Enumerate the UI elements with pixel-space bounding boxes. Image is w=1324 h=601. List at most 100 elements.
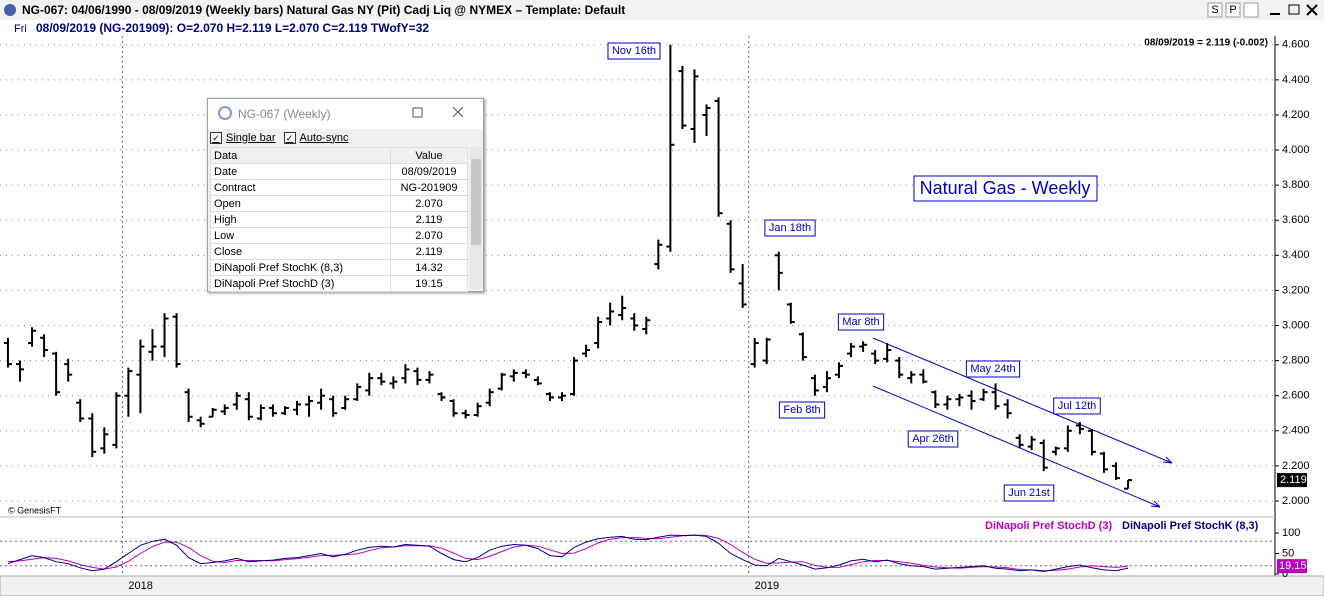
table-row: Close 2.119 [210,243,468,260]
table-cell: 19.15 [390,275,468,292]
y-tick-label: 0 [1282,568,1288,580]
table-cell: 2.070 [390,227,468,244]
x-axis-strip [0,575,1324,597]
checkbox[interactable]: ✓ Auto-sync [283,131,349,144]
table-cell: DiNapoli Pref StochD (3) [210,275,391,292]
table-cell: 14.32 [390,259,468,276]
data-window-title: NG-067 (Weekly) [238,107,331,121]
x-tick-label: 2019 [755,580,779,592]
y-tick-label: 2.400 [1282,425,1310,437]
annotation: Jan 18th [769,222,811,234]
checkbox[interactable]: ✓ Single bar [210,131,276,144]
stoch-line [7,534,1129,573]
last-price-label: 2.119 [1280,474,1307,486]
annotation-box [607,42,661,60]
info-bar [0,20,1324,36]
table-cell: Date [210,163,391,180]
annotation-box [764,219,816,237]
arrow-head [1162,456,1173,464]
y-tick-label: 3.800 [1282,179,1310,191]
column-header: Value [390,147,468,164]
table-row: DiNapoli Pref StochK (8,3) 14.32 [210,259,468,276]
data-table: Data Value Date 08/09/2019 Contract NG-20190… [210,147,468,292]
annotation: Mar 8th [842,316,879,328]
table-row: DiNapoli Pref StochD (3) 19.15 [210,275,468,292]
table-cell: NG-201909 [390,179,468,196]
table-cell: Open [210,195,391,212]
annotation: Jul 12th [1058,400,1097,412]
window-title: NG-067: 04/06/1990 - 08/09/2019 (Weekly … [22,3,625,17]
annotation-box [1003,484,1055,502]
legend-entry: DiNapoli Pref StochK (8,3) [1122,520,1259,532]
annotation: Apr 26th [912,433,954,445]
x-tick-label: 2018 [128,580,152,592]
table-cell: 2.119 [390,243,468,260]
table-cell: 08/09/2019 [390,163,468,180]
stoch-line [7,534,1129,572]
y-tick-label: 3.200 [1282,284,1310,296]
table-cell: High [210,211,391,228]
y-tick-label: 2.600 [1282,390,1310,402]
title-box [913,175,1098,202]
window-buttons[interactable] [411,105,471,125]
info-text: 08/09/2019 (NG-201909): O=2.070 H=2.119 … [36,21,429,35]
option-label[interactable]: Single bar [226,131,276,144]
annotation: Nov 16th [612,45,656,57]
y-tick-label: 4.600 [1282,39,1310,51]
y-tick-label: 4.400 [1282,74,1310,86]
y-tick-label: 50 [1282,547,1294,559]
table-row: High 2.119 [210,211,468,228]
copyright: © GenesisFT [8,505,62,515]
table-cell: Contract [210,179,391,196]
icon [218,106,232,120]
app-icon [4,4,16,16]
table-cell: 2.070 [390,195,468,212]
y-tick-label: 2.200 [1282,460,1310,472]
chart-title: Natural Gas - Weekly [920,178,1091,198]
table-cell: 2.119 [390,211,468,228]
scrollbar[interactable] [470,147,482,289]
data-window[interactable]: NG-067 (Weekly) ✓ Single bar ✓ Auto-sync D… [207,98,484,292]
legend-entry: DiNapoli Pref StochD (3) [985,520,1112,532]
table-cell: DiNapoli Pref StochK (8,3) [210,259,391,276]
y-tick-label: 4.200 [1282,109,1310,121]
trend-line [872,385,1161,508]
y-tick-label: 3.000 [1282,319,1310,331]
last-value-label: 19.15 [1279,560,1307,572]
table-row: Date 08/09/2019 [210,163,468,180]
close-button[interactable] [1306,4,1318,16]
info-day: Fri [14,23,27,35]
annotation-box [1053,397,1101,415]
table-row: Open 2.070 [210,195,468,212]
data-window-title-bar[interactable]: NG-067 (Weekly) [208,99,483,129]
button[interactable] [1207,2,1223,18]
settings-button[interactable] [1243,2,1259,18]
y-tick-label: 2.800 [1282,355,1310,367]
table-cell: Close [210,243,391,260]
button-label[interactable]: S [1211,4,1218,16]
title-bar [0,0,1324,20]
button[interactable] [1225,2,1241,18]
button-label[interactable]: P [1229,4,1236,16]
table-row: Low 2.070 [210,227,468,244]
annotation: Feb 8th [783,404,820,416]
arrow-head [1150,500,1161,508]
annotation-box [837,313,885,331]
annotation: May 24th [970,363,1015,375]
price-readout: 08/09/2019 = 2.119 (-0.002) [1144,38,1268,49]
y-tick-label: 3.600 [1282,214,1310,226]
y-tick-label: 100 [1282,527,1300,539]
annotation-box [907,430,959,448]
table-row: Contract NG-201909 [210,179,468,196]
table-cell: Low [210,227,391,244]
option-label[interactable]: Auto-sync [299,131,349,144]
annotation-box [965,360,1021,378]
column-header: Data [210,147,391,164]
last-value-box [1277,559,1307,574]
y-tick-label: 2.000 [1282,495,1310,507]
restore-button[interactable] [1288,4,1300,15]
y-tick-label: 3.400 [1282,249,1310,261]
annotation-box [778,401,826,419]
